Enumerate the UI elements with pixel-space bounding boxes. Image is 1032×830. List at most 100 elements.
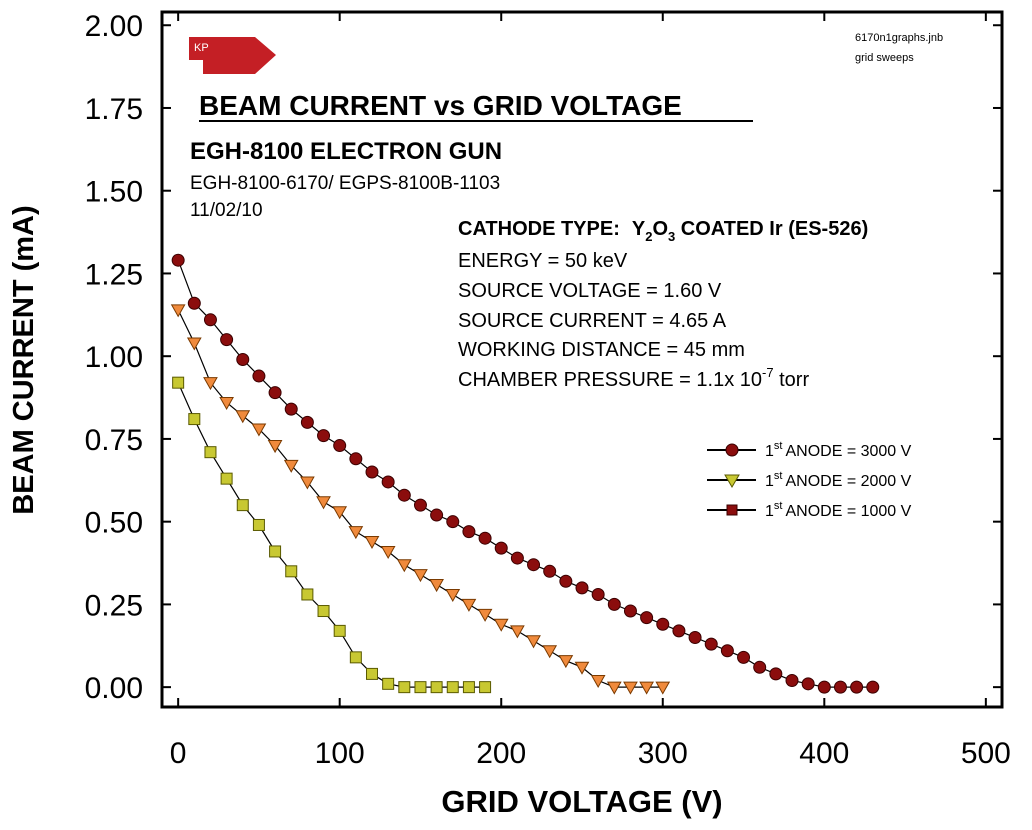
data-point-2000v bbox=[493, 618, 509, 632]
kp-logo: KP bbox=[189, 37, 276, 74]
x-tick-label: 100 bbox=[315, 737, 365, 770]
legend-label-2000v: 1st ANODE = 2000 V bbox=[765, 470, 912, 490]
data-point-1000v bbox=[220, 472, 233, 485]
y-tick-label: 0.50 bbox=[85, 507, 143, 540]
cathode-type: CATHODE TYPE: Y2O3 COATED Ir (ES-526) bbox=[458, 218, 868, 244]
data-point-3000v bbox=[769, 667, 783, 681]
legend-label-1000v-text: ANODE = 1000 V bbox=[785, 503, 911, 520]
file-note-line-1: 6170n1graphs.jnb bbox=[855, 32, 943, 44]
data-point-3000v bbox=[446, 515, 460, 529]
data-point-3000v bbox=[349, 452, 363, 466]
data-point-1000v bbox=[188, 413, 201, 426]
data-point-2000v bbox=[267, 440, 283, 454]
series-1000v bbox=[172, 376, 492, 694]
y-tick-label: 1.25 bbox=[85, 258, 143, 291]
legend-label-3000v: 1st ANODE = 3000 V bbox=[765, 440, 912, 460]
data-point-3000v bbox=[833, 680, 847, 694]
data-point-1000v bbox=[204, 446, 217, 459]
data-point-2000v bbox=[300, 476, 315, 490]
data-point-2000v bbox=[348, 526, 364, 540]
legend-label-1000v-num: 1 bbox=[765, 503, 774, 520]
legend-label-1000v: 1st ANODE = 1000 V bbox=[765, 500, 912, 520]
data-point-3000v bbox=[720, 644, 734, 658]
data-point-1000v bbox=[349, 651, 362, 664]
y-tick-label: 0.75 bbox=[85, 424, 143, 457]
x-tick-label: 200 bbox=[476, 737, 526, 770]
x-tick-labels: 0 100 200 300 400 500 bbox=[170, 737, 1011, 770]
data-point-2000v bbox=[461, 598, 477, 612]
pressure-exponent: -7 bbox=[762, 365, 774, 380]
legend-marker-1000v bbox=[726, 504, 738, 516]
data-point-2000v bbox=[429, 579, 444, 593]
data-point-3000v bbox=[397, 488, 411, 502]
data-point-2000v bbox=[655, 681, 671, 695]
tick-marks bbox=[162, 12, 1002, 707]
data-point-3000v bbox=[268, 386, 282, 400]
legend-label-3000v-text: ANODE = 3000 V bbox=[785, 443, 911, 460]
data-point-3000v bbox=[252, 369, 266, 383]
pressure-unit: torr bbox=[774, 369, 810, 391]
data-point-2000v bbox=[526, 635, 541, 649]
x-tick-label: 0 bbox=[170, 737, 187, 770]
series-layer bbox=[170, 253, 880, 695]
param-chamber-pressure: CHAMBER PRESSURE = 1.1x 10-7 torr bbox=[458, 365, 809, 391]
data-point-1000v bbox=[430, 681, 443, 694]
data-point-3000v bbox=[236, 353, 250, 366]
data-point-2000v bbox=[283, 459, 299, 473]
data-point-2000v bbox=[542, 645, 558, 659]
data-point-2000v bbox=[623, 681, 638, 695]
y-tick-label: 1.50 bbox=[85, 176, 143, 209]
data-point-3000v bbox=[850, 680, 864, 694]
series-2000v bbox=[170, 304, 671, 695]
data-point-3000v bbox=[171, 253, 185, 267]
y-tick-label: 0.25 bbox=[85, 589, 143, 622]
data-point-3000v bbox=[753, 660, 767, 674]
data-point-1000v bbox=[317, 605, 330, 618]
data-point-3000v bbox=[801, 677, 815, 691]
data-point-3000v bbox=[866, 680, 880, 694]
data-point-2000v bbox=[574, 661, 590, 675]
data-point-2000v bbox=[380, 545, 396, 559]
model-line: EGH-8100-6170/ EGPS-8100B-1103 bbox=[190, 173, 500, 194]
data-point-1000v bbox=[398, 681, 411, 694]
data-point-1000v bbox=[414, 681, 427, 694]
cathode-label: CATHODE TYPE: bbox=[458, 218, 620, 240]
legend-entry-3000v: 1st ANODE = 3000 V bbox=[707, 440, 912, 460]
data-point-1000v bbox=[462, 681, 475, 694]
file-note-line-2: grid sweeps bbox=[855, 52, 914, 64]
date-text: 11/02/10 bbox=[190, 200, 263, 221]
cathode-o: O bbox=[652, 218, 668, 240]
data-point-3000v bbox=[317, 429, 331, 443]
data-point-3000v bbox=[187, 296, 201, 310]
data-point-2000v bbox=[235, 410, 251, 424]
kp-logo-text: KP bbox=[194, 42, 209, 54]
data-point-3000v bbox=[284, 402, 298, 416]
data-point-1000v bbox=[252, 518, 265, 531]
data-point-1000v bbox=[172, 376, 185, 389]
data-point-2000v bbox=[203, 377, 218, 391]
cathode-rest: COATED Ir (ES-526) bbox=[675, 218, 868, 240]
legend: 1st ANODE = 3000 V 1st ANODE = 2000 V 1st A… bbox=[707, 440, 912, 520]
data-point-2000v bbox=[413, 569, 428, 583]
data-point-3000v bbox=[817, 680, 831, 694]
param-source-current: SOURCE CURRENT = 4.65 A bbox=[458, 310, 727, 332]
data-point-2000v bbox=[364, 536, 380, 550]
data-point-1000v bbox=[236, 499, 249, 512]
x-tick-label: 500 bbox=[961, 737, 1011, 770]
data-point-2000v bbox=[510, 625, 525, 639]
data-point-3000v bbox=[607, 597, 621, 611]
data-point-3000v bbox=[381, 475, 395, 489]
data-point-3000v bbox=[494, 541, 508, 555]
cathode-o-sub: 3 bbox=[668, 229, 675, 244]
y-axis-label: BEAM CURRENT (mA) bbox=[8, 205, 40, 514]
series-3000v bbox=[171, 253, 880, 694]
data-point-2000v bbox=[170, 304, 186, 318]
data-point-1000v bbox=[301, 588, 314, 601]
data-point-2000v bbox=[251, 423, 267, 437]
legend-label-3000v-sup: st bbox=[774, 440, 783, 452]
data-point-3000v bbox=[510, 551, 524, 565]
data-point-2000v bbox=[332, 506, 348, 520]
data-point-1000v bbox=[285, 565, 298, 578]
data-point-2000v bbox=[606, 681, 622, 695]
